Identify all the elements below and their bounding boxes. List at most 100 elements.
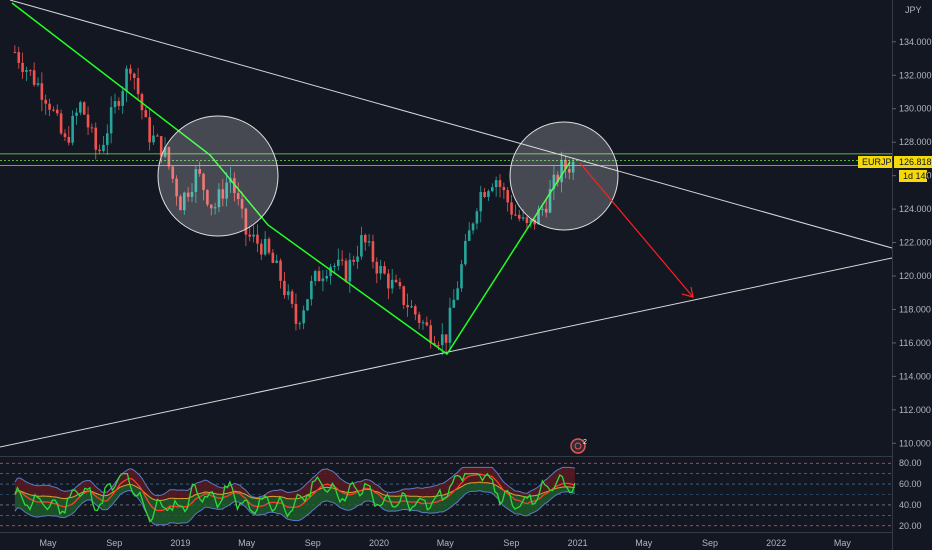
candle-body [425, 322, 429, 326]
candle-body [90, 127, 94, 129]
bar-countdown-label: 1d 14h [903, 171, 931, 181]
time-axis[interactable]: May Sep 2019 May Sep 2020 May Sep 2021 May Sep 2022… [0, 532, 892, 549]
candle-body [71, 115, 74, 143]
candle-body [375, 261, 379, 274]
candle-body [541, 208, 544, 210]
candle-body [275, 260, 278, 263]
candle-body [514, 214, 517, 216]
highlight-circle-right[interactable] [509, 121, 619, 231]
oscillator-pane[interactable] [0, 462, 892, 527]
candle-body [59, 113, 63, 134]
candle-body [444, 334, 448, 343]
candle-body [260, 243, 263, 255]
candle-body [568, 168, 571, 173]
candle-body [136, 78, 140, 95]
last-price-tag[interactable]: EURJPY 126.818 1d 14h [858, 156, 932, 182]
candle-body [240, 199, 244, 209]
candle-body [417, 314, 421, 323]
candle-body [302, 310, 305, 324]
candle-body [32, 70, 36, 85]
candle-body [390, 279, 394, 289]
candle-body [379, 266, 382, 274]
candle-body [144, 110, 148, 118]
candle-body [560, 159, 563, 183]
candle-body [236, 193, 240, 200]
candle-body [279, 260, 282, 281]
candle-body [348, 259, 352, 282]
candle-body [225, 182, 228, 199]
candle-body [429, 325, 432, 344]
candle-body [217, 189, 221, 208]
candle-body [491, 187, 494, 192]
candle-body [437, 344, 440, 346]
candle-body [209, 204, 213, 209]
time-tick-label: May [39, 538, 57, 548]
candle-body [337, 259, 340, 266]
candle-body [483, 192, 486, 198]
candle-body [517, 214, 521, 219]
candle-body [325, 276, 329, 279]
time-tick-label: 2021 [568, 538, 588, 548]
candle-body [190, 191, 194, 197]
price-tick-label: 122.000 [899, 238, 932, 248]
candle-body [510, 202, 513, 215]
candle-body [244, 208, 248, 235]
candle-body [467, 230, 471, 241]
candle-body [148, 117, 151, 143]
candle-body [521, 217, 525, 219]
candle-body [198, 169, 201, 174]
candle-body [421, 322, 425, 324]
candle-body [40, 83, 44, 100]
candle-body [44, 99, 47, 104]
oscillator-slow-line [14, 473, 575, 512]
upper-trendline[interactable] [9, 0, 893, 249]
oscillator-fast-line [14, 472, 576, 523]
candle-body [248, 234, 252, 237]
candle-body [321, 278, 325, 282]
highlight-circle-left[interactable] [157, 115, 279, 237]
projection-arrow[interactable] [579, 162, 694, 298]
watermark-logo[interactable]: 2 [570, 438, 587, 454]
candle-body [86, 114, 90, 128]
time-tick-label: 2020 [369, 538, 389, 548]
candle-body [571, 161, 575, 173]
candle-body [479, 192, 483, 212]
candle-body [529, 219, 533, 223]
candle-body [132, 73, 136, 79]
candle-body [171, 166, 175, 179]
price-tick-label: 130.000 [899, 104, 932, 114]
candle-body [383, 266, 386, 274]
time-tick-label: Sep [305, 538, 321, 548]
zigzag-pattern-line[interactable] [11, 2, 571, 356]
price-axis[interactable]: 134.000132.000130.000128.000126.000124.0… [858, 0, 932, 550]
candle-body [256, 234, 259, 244]
oscillator-tick-label: 80.00 [899, 458, 922, 468]
time-tick-label: May [437, 538, 455, 548]
candle-body [487, 191, 490, 198]
last-price-label: 126.818 [899, 157, 932, 167]
candle-body [440, 334, 444, 346]
candle-body [17, 52, 21, 63]
candle-body [414, 306, 417, 315]
candle-body [156, 135, 159, 137]
price-tick-label: 120.000 [899, 271, 932, 281]
candle-body [102, 144, 105, 152]
candle-body [502, 186, 506, 191]
candle-body [13, 51, 17, 53]
time-tick-label: 2022 [766, 538, 786, 548]
price-pane[interactable]: 2 [0, 0, 893, 454]
candle-body [294, 303, 298, 324]
candle-body [167, 147, 171, 167]
oscillator-midline [14, 481, 575, 501]
candle-body [117, 101, 121, 106]
candle-body [159, 136, 163, 157]
price-tick-label: 128.000 [899, 137, 932, 147]
oscillator-lower-band [14, 489, 575, 526]
candle-body [306, 299, 309, 311]
price-tick-label: 134.000 [899, 37, 932, 47]
time-tick-label: May [238, 538, 256, 548]
candle-body [183, 192, 186, 211]
candle-body [298, 323, 302, 325]
candle-body [36, 83, 40, 85]
